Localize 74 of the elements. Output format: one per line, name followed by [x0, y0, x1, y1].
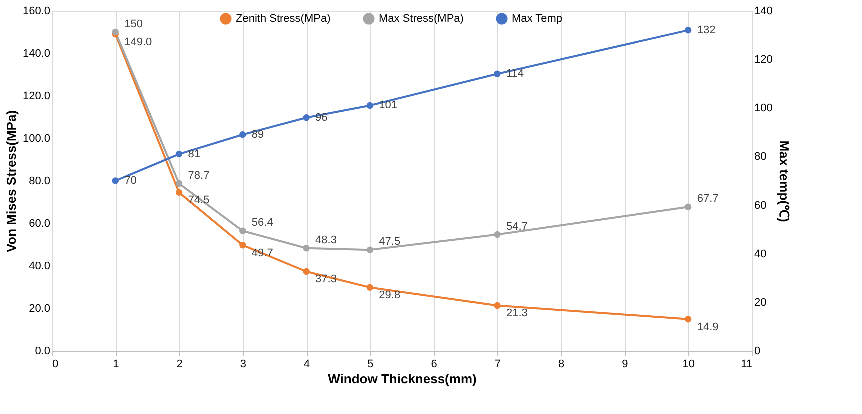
y2-tick-label: 80 [754, 151, 767, 164]
legend-label: Max Stress(MPa) [379, 13, 464, 25]
point [240, 228, 246, 234]
point [685, 27, 692, 34]
data-label: 56.4 [252, 217, 274, 230]
point [366, 102, 374, 110]
data-label: 101 [379, 100, 398, 112]
point [112, 178, 119, 184]
point [303, 245, 310, 252]
x-tick-label: 10 [682, 358, 695, 370]
data-label: 149.0 [124, 36, 152, 48]
data-label: 150 [124, 18, 143, 30]
point [685, 204, 692, 210]
x-tick-label: 6 [431, 358, 438, 370]
y2-axis-title: Max temp(℃) [776, 140, 792, 222]
x-tick-label: 3 [240, 358, 246, 370]
data-label: 67.7 [697, 193, 719, 206]
x-tick-label: 9 [622, 358, 628, 370]
y-axis-title: Von Mises Stress(MPa) [4, 110, 19, 253]
y-tick-label: 60.0 [29, 218, 50, 230]
data-label: 89 [252, 128, 264, 141]
point [685, 316, 692, 323]
data-label: 14.9 [697, 321, 719, 334]
data-label: 132 [697, 24, 716, 36]
point [303, 268, 310, 276]
point [176, 150, 183, 158]
point [494, 70, 501, 78]
y-tick-label: 20.0 [29, 303, 50, 315]
point [494, 231, 501, 238]
point [176, 189, 183, 196]
x-tick-label: 5 [368, 358, 374, 370]
x-tick-label: 8 [558, 358, 565, 370]
x-tick-label: 4 [304, 358, 310, 370]
data-label: 114 [506, 68, 524, 80]
legend-label: Zenith Stress(MPa) [236, 13, 331, 25]
point [366, 284, 374, 292]
y-tick-label: 160.0 [22, 6, 50, 18]
y2-tick-label: 0 [754, 346, 761, 358]
x-tick-label: 2 [176, 358, 183, 370]
point [112, 28, 119, 36]
y2-tick-label: 100 [754, 102, 773, 115]
y-tick-label: 100.0 [22, 133, 50, 145]
y-tick-label: 40.0 [29, 260, 50, 272]
data-label: 21.3 [506, 308, 528, 320]
x-tick-label: 11 [741, 358, 752, 370]
y2-tick-label: 140 [754, 6, 773, 18]
point [240, 132, 246, 138]
data-label: 54.7 [506, 220, 528, 233]
y2-tick-label: 20 [754, 296, 767, 309]
data-label: 74.5 [188, 194, 210, 207]
y2-tick-label: 60 [754, 200, 767, 212]
legend-label: Max Temp [512, 13, 563, 25]
data-label: 37.3 [316, 274, 337, 286]
point [176, 180, 183, 188]
y-tick-label: 80.0 [29, 176, 50, 188]
data-label: 48.3 [316, 234, 337, 246]
point [366, 246, 374, 254]
x-tick-label: 7 [494, 358, 502, 370]
x-tick-label: 0 [52, 358, 59, 370]
data-label: 29.8 [379, 290, 401, 302]
x-tick-label: 1 [113, 358, 120, 370]
point [240, 242, 246, 249]
y-tick-label: 140.0 [22, 48, 50, 60]
data-label: 78.7 [188, 170, 210, 182]
y2-tick-label: 40 [754, 248, 767, 260]
data-label: 47.5 [379, 236, 401, 248]
data-label: 70 [124, 175, 137, 187]
y2-tick-label: 120 [754, 54, 773, 66]
y-tick-label: 0.0 [35, 346, 50, 358]
x-axis-title: Window Thickness(mm) [328, 372, 477, 386]
y-tick-label: 120.0 [22, 90, 50, 102]
data-label: 81 [188, 148, 201, 160]
point [494, 302, 501, 310]
point [303, 114, 310, 122]
